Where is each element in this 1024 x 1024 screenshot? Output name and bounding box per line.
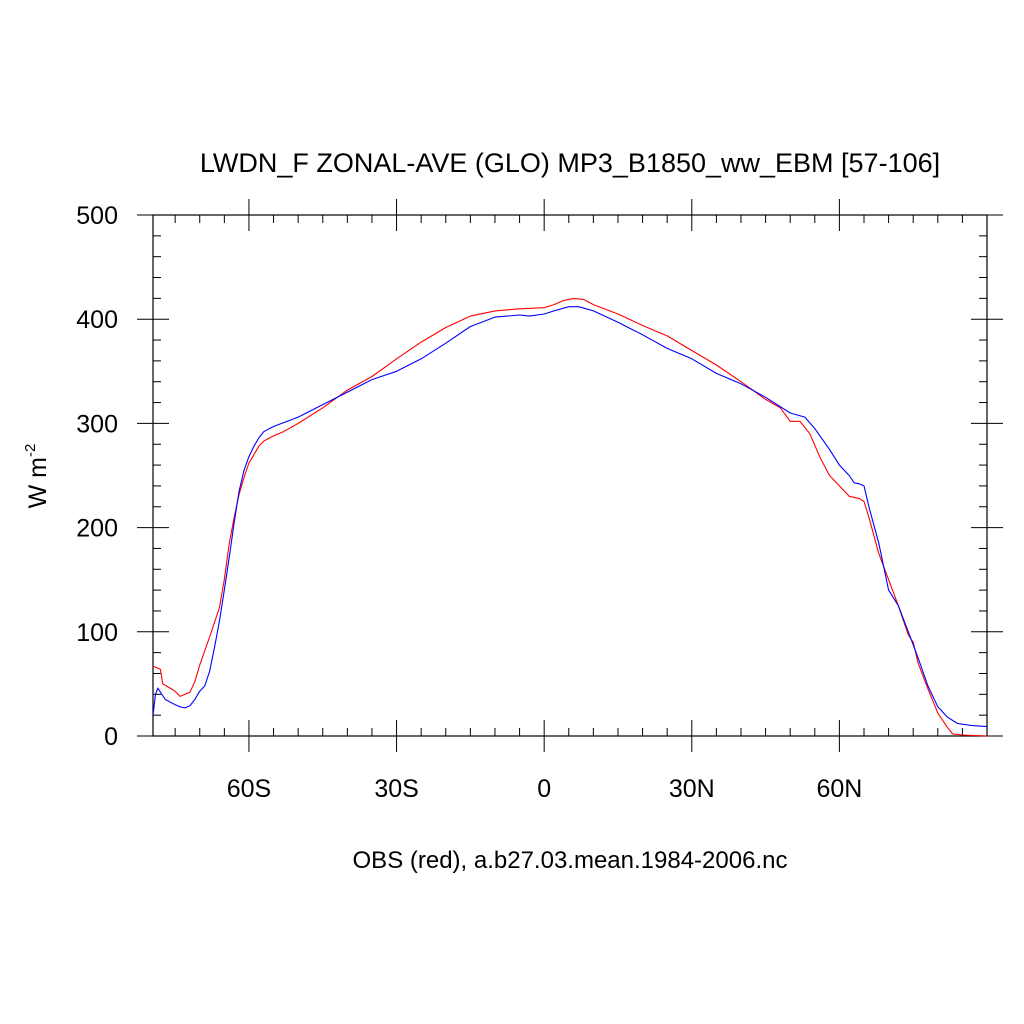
plot-frame	[152, 214, 988, 737]
x-tick-label: 30N	[669, 775, 715, 803]
x-tick-labels: 60S 30S 0 30N 60N	[227, 775, 863, 803]
series-layer	[152, 297, 988, 737]
major-ticks	[137, 199, 1003, 752]
y-tick-label: 200	[76, 515, 118, 543]
y-tick-label: 400	[76, 306, 118, 334]
y-tick-label: 300	[76, 410, 118, 438]
y-axis-label-base: W m	[24, 457, 52, 508]
y-tick-label: 100	[76, 619, 118, 647]
series-line-blue	[152, 306, 988, 728]
y-tick-label: 500	[76, 202, 118, 230]
x-tick-label: 30S	[374, 775, 418, 803]
y-tick-label: 0	[104, 723, 118, 751]
x-tick-label: 60N	[816, 775, 862, 803]
chart-title: LWDN_F ZONAL-AVE (GLO) MP3_B1850_ww_EBM …	[200, 148, 940, 178]
x-tick-label: 0	[537, 775, 551, 803]
y-tick-labels: 0 100 200 300 400 500	[76, 202, 118, 751]
minor-ticks	[153, 215, 988, 736]
y-axis-label-exponent: -2	[22, 444, 39, 457]
y-axis-label: W m-2	[22, 444, 52, 509]
series-line-red	[152, 297, 988, 737]
x-tick-label: 60S	[227, 775, 271, 803]
x-axis-label: OBS (red), a.b27.03.mean.1984-2006.nc	[353, 847, 788, 874]
